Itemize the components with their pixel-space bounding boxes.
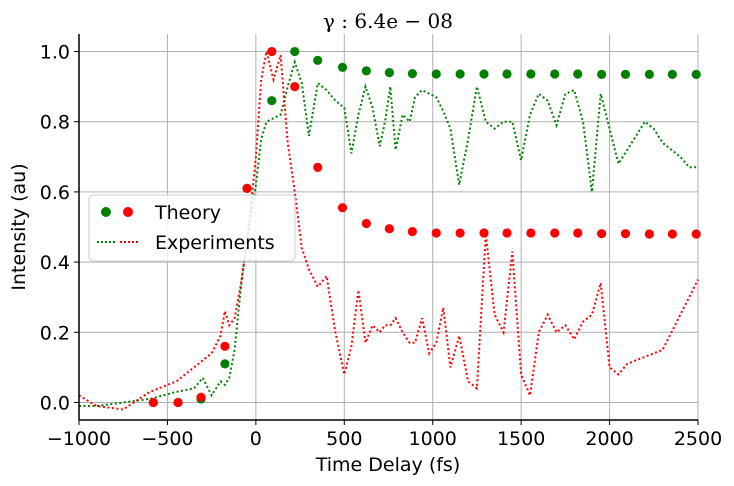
legend: Theory Experiments (88, 194, 296, 262)
theory-point (313, 162, 323, 172)
theory-point (455, 228, 465, 238)
theory-point (573, 69, 583, 79)
theory-point (479, 69, 489, 79)
x-tick-label: 0 (250, 428, 262, 450)
theory-point (526, 228, 536, 238)
theory-point (196, 392, 206, 402)
experiment-series-line (78, 51, 699, 411)
theory-point (620, 69, 631, 79)
theory-point (431, 228, 441, 238)
legend-theory-red-marker (123, 207, 133, 217)
theory-point (573, 228, 583, 238)
y-tick-label: 0.6 (40, 182, 70, 204)
theory-point (220, 359, 230, 369)
x-tick-label: 1500 (497, 428, 545, 450)
theory-point (267, 96, 277, 106)
x-tick-label: −500 (141, 428, 193, 450)
theory-point (550, 69, 560, 79)
theory-point (667, 229, 677, 239)
legend-label-experiments: Experiments (155, 232, 275, 254)
x-tick-label: 1000 (409, 428, 457, 450)
theory-point (455, 69, 465, 79)
theory-point (290, 46, 300, 57)
theory-point (361, 66, 371, 76)
theory-point (644, 229, 654, 239)
theory-point (384, 224, 394, 234)
x-tick-label: 2000 (585, 428, 633, 450)
theory-point (526, 69, 536, 79)
theory-point (691, 229, 701, 239)
axes (78, 34, 698, 421)
theory-point (267, 46, 277, 57)
y-tick-label: 0.2 (40, 322, 70, 344)
theory-point (667, 69, 677, 79)
theory-point (691, 69, 701, 79)
x-tick-label: 2500 (674, 428, 722, 450)
ticks: −1000 −500 0 500 1000 1500 2000 2500 0.0 0.2 0.4 0.… (40, 42, 722, 450)
legend-box (88, 194, 296, 262)
plot-series (78, 46, 701, 411)
theory-point (597, 229, 607, 239)
theory-point (242, 183, 252, 193)
y-axis-label: Intensity (au) (8, 163, 30, 290)
theory-point (361, 218, 371, 229)
theory-point (313, 55, 323, 65)
theory-point (502, 69, 512, 79)
theory-point (431, 69, 441, 79)
y-tick-label: 1.0 (40, 42, 70, 64)
theory-point (337, 62, 348, 72)
theory-point (479, 228, 489, 238)
theory-point (220, 341, 230, 351)
x-tick-label: 500 (326, 428, 362, 450)
theory-point (620, 229, 631, 239)
theory-point (550, 228, 560, 238)
x-axis-label: Time Delay (fs) (315, 454, 460, 476)
theory-point (290, 82, 300, 92)
theory-point (407, 69, 417, 79)
y-tick-label: 0.4 (40, 252, 70, 274)
theory-point (384, 68, 394, 78)
theory-point (337, 203, 348, 213)
x-tick-label: −1000 (47, 428, 111, 450)
theory-point (502, 228, 512, 238)
theory-point (173, 397, 183, 408)
y-tick-label: 0.0 (40, 392, 70, 414)
theory-point (148, 397, 158, 408)
chart-title: γ : 6.4e − 08 (323, 9, 453, 33)
theory-point (644, 69, 654, 79)
legend-theory-green-marker (101, 207, 111, 217)
y-tick-label: 0.8 (40, 112, 70, 134)
theory-point (407, 226, 417, 237)
legend-label-theory: Theory (154, 202, 221, 224)
theory-point (597, 69, 607, 79)
